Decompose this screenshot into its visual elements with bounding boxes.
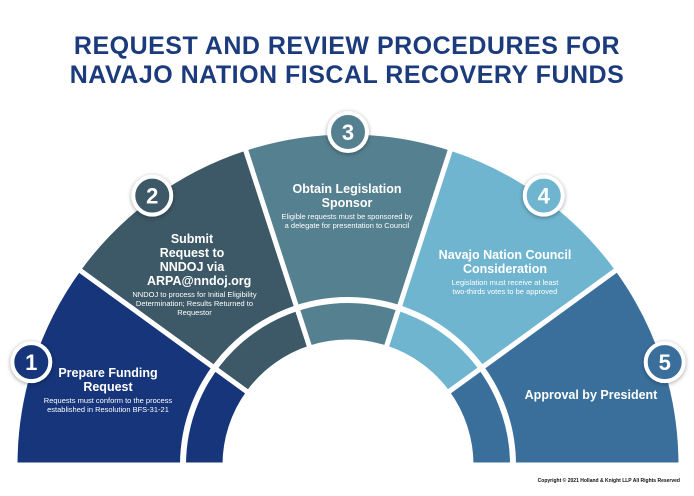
step-1-description: Requests must conform to the process est… — [43, 396, 173, 414]
step-5-number: 5 — [659, 350, 671, 375]
step-3-number: 3 — [342, 120, 354, 145]
step-3-number-badge — [327, 111, 369, 153]
step-1-title: Prepare Funding Request — [58, 366, 158, 394]
step-2-description: NNDOJ to process for Initial Eligibility… — [132, 290, 257, 317]
step-5-label: Approval by President — [521, 388, 661, 402]
copyright: Copyright © 2021 Holland & Knight LLP Al… — [537, 478, 680, 484]
step-4-description: Legislation must receive at least two-th… — [451, 278, 559, 296]
step-2-number-badge — [131, 174, 174, 217]
step-3-label: Obtain Legislation Sponsor Eligible requ… — [280, 182, 415, 230]
step-4-number: 4 — [538, 184, 551, 209]
step-4-title: Navajo Nation Council Consideration — [438, 248, 572, 276]
step-2-label: Submit Request to NNDOJ via ARPA@nndoj.o… — [132, 232, 256, 317]
step-4-label: Navajo Nation Council Consideration Legi… — [438, 248, 573, 296]
baseline-mask — [0, 465, 694, 496]
step-5-number-badge — [643, 341, 686, 384]
step-2-number: 2 — [146, 184, 158, 209]
step-3-segment — [241, 129, 455, 352]
step-1-number-badge — [10, 341, 53, 384]
step-1-label: Prepare Funding Request Requests must co… — [43, 366, 173, 414]
title-line-2: NAVAJO NATION FISCAL RECOVERY FUNDS — [69, 61, 625, 89]
title-line-1: REQUEST AND REVIEW PROCEDURES FOR — [73, 32, 621, 60]
step-5-title: Approval by President — [524, 388, 658, 402]
step-3-description: Eligible requests must be sponsored by a… — [281, 212, 413, 230]
step-4-number-badge — [522, 174, 565, 217]
step-1-number: 1 — [25, 350, 37, 375]
step-2-title: Submit Request to NNDOJ via ARPA@nndoj.o… — [147, 232, 252, 288]
step-3-title: Obtain Legislation Sponsor — [292, 182, 402, 210]
inner-ring-divider — [180, 297, 516, 466]
